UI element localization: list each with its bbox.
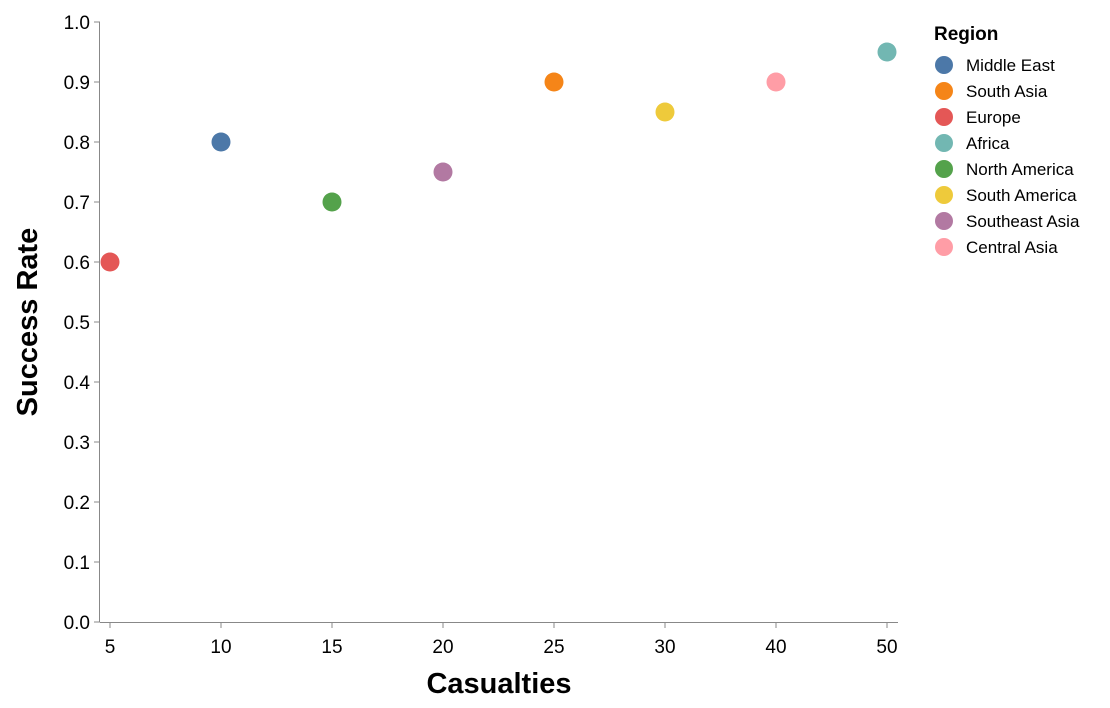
legend-swatch [935, 82, 953, 100]
data-point-south-america [655, 102, 675, 122]
legend-swatch [935, 160, 953, 178]
legend-swatch [935, 186, 953, 204]
legend-swatch [935, 108, 953, 126]
data-points [100, 42, 897, 272]
legend-label: Central Asia [966, 238, 1058, 257]
x-axis: 5 10 15 20 25 30 40 50 [100, 622, 898, 658]
x-tick-label: 20 [432, 637, 453, 658]
y-tick-label: 0.9 [64, 73, 90, 94]
legend-label: Southeast Asia [966, 212, 1080, 231]
legend-label: Europe [966, 108, 1021, 127]
legend-swatch [935, 134, 953, 152]
y-axis: 0.0 0.1 0.2 0.3 0.4 0.5 0.6 0.7 0.8 0.9 1.0 [64, 13, 100, 634]
legend-label: South Asia [966, 82, 1048, 101]
legend-swatch [935, 238, 953, 256]
y-tick-label: 0.1 [64, 553, 90, 574]
legend-label: Middle East [966, 56, 1055, 75]
y-tick-label: 0.7 [64, 193, 90, 214]
y-axis-title: Success Rate [12, 228, 44, 417]
legend-swatch [935, 56, 953, 74]
data-point-south-asia [544, 72, 564, 92]
x-tick-label: 40 [765, 637, 786, 658]
y-tick-label: 0.4 [64, 373, 91, 394]
legend-label: South America [966, 186, 1077, 205]
y-tick-label: 0.5 [64, 313, 90, 334]
x-tick-label: 25 [543, 637, 564, 658]
legend-swatch [935, 212, 953, 230]
data-point-europe [100, 252, 120, 272]
x-tick-label: 30 [654, 637, 675, 658]
y-tick-label: 1.0 [64, 13, 90, 34]
x-tick-label: 15 [321, 637, 342, 658]
data-point-middle-east [211, 132, 231, 152]
legend-label: Africa [966, 134, 1010, 153]
legend-label: North America [966, 160, 1074, 179]
y-tick-label: 0.6 [64, 253, 90, 274]
y-tick-label: 0.0 [64, 613, 90, 634]
data-point-southeast-asia [433, 162, 453, 182]
data-point-north-america [322, 192, 342, 212]
x-tick-label: 5 [105, 637, 116, 658]
y-tick-label: 0.8 [64, 133, 90, 154]
data-point-central-asia [766, 72, 786, 92]
x-axis-title: Casualties [426, 668, 571, 700]
y-tick-label: 0.2 [64, 493, 90, 514]
y-tick-label: 0.3 [64, 433, 90, 454]
legend: Region Middle East South Asia Europe Africa… [934, 24, 1080, 257]
legend-title: Region [934, 24, 998, 45]
data-point-africa [877, 42, 897, 62]
x-tick-label: 10 [210, 637, 231, 658]
x-tick-label: 50 [876, 637, 897, 658]
